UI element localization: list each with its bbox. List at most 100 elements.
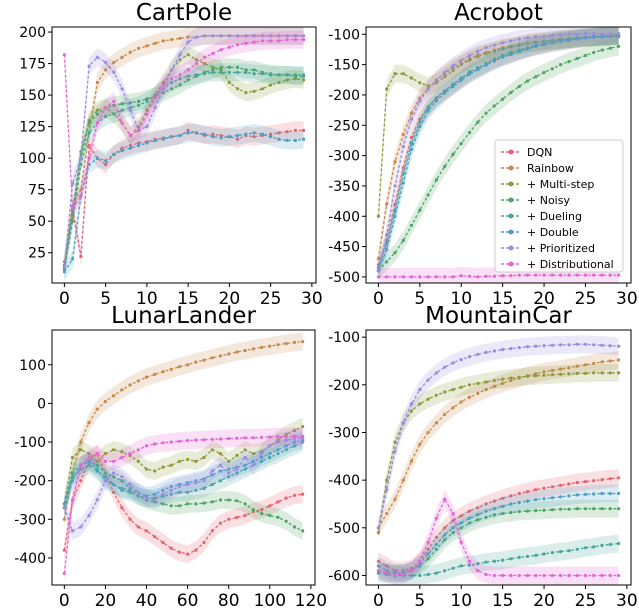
data-point	[292, 493, 297, 497]
data-point	[608, 573, 612, 578]
data-point	[202, 455, 206, 460]
data-point	[592, 573, 596, 578]
data-point	[186, 438, 190, 443]
data-point	[525, 554, 530, 559]
data-point	[244, 91, 248, 95]
data-point	[301, 529, 305, 533]
data-point	[87, 156, 91, 160]
data-point	[559, 367, 563, 371]
data-point	[550, 551, 554, 555]
data-point	[268, 504, 272, 508]
data-point	[617, 32, 621, 36]
data-point	[170, 77, 174, 81]
data-point	[575, 493, 579, 497]
data-point	[426, 540, 430, 544]
data-point	[87, 143, 91, 148]
data-point	[509, 52, 513, 56]
data-point	[459, 385, 463, 389]
data-point	[284, 438, 288, 442]
data-point	[251, 459, 255, 463]
data-point	[128, 488, 132, 492]
data-point	[451, 388, 455, 392]
data-point	[194, 488, 198, 492]
data-point	[169, 440, 173, 444]
data-point	[592, 492, 596, 496]
data-point	[401, 72, 405, 76]
data-point	[87, 64, 91, 68]
data-point	[276, 440, 280, 444]
data-point	[302, 34, 306, 38]
data-point	[385, 232, 389, 237]
y-tick-label: 150	[19, 88, 46, 104]
data-point	[608, 344, 612, 348]
data-point	[292, 444, 297, 448]
x-tick-label: 30	[301, 289, 323, 309]
data-point	[434, 421, 438, 425]
data-point	[169, 463, 173, 467]
data-point	[120, 455, 124, 460]
data-point	[517, 84, 521, 89]
data-point	[467, 53, 472, 58]
legend-entry-dueling: + Dueling	[501, 210, 582, 223]
data-point	[467, 58, 472, 63]
data-point	[161, 87, 165, 91]
data-point	[525, 499, 530, 503]
data-point	[186, 490, 190, 494]
legend-label: + Distributional	[527, 258, 614, 271]
data-point	[211, 34, 215, 38]
data-point	[592, 35, 596, 39]
data-point	[104, 68, 108, 72]
data-point	[567, 38, 571, 42]
data-point	[492, 384, 496, 388]
data-point	[285, 130, 289, 134]
data-point	[145, 99, 149, 103]
y-tick-label: -200	[328, 88, 360, 104]
data-point	[260, 511, 264, 516]
data-point	[559, 372, 563, 376]
data-point	[244, 132, 248, 136]
axes-frame	[365, 329, 632, 586]
data-point	[559, 495, 563, 499]
data-point	[284, 435, 288, 439]
data-point	[243, 467, 247, 471]
data-point	[227, 437, 231, 441]
data-point	[251, 452, 255, 456]
data-point	[484, 515, 488, 519]
data-point	[575, 37, 579, 41]
series-prioritized	[376, 27, 621, 280]
chart-title: MountainCar	[425, 303, 572, 329]
data-point	[451, 275, 455, 279]
data-point	[95, 498, 99, 502]
data-point	[559, 33, 563, 37]
data-point	[484, 572, 488, 577]
data-point	[218, 521, 223, 525]
data-point	[476, 67, 480, 72]
data-point	[385, 569, 389, 573]
series-double	[376, 484, 621, 582]
data-point	[501, 97, 505, 101]
data-point	[235, 436, 239, 440]
data-point	[62, 53, 66, 57]
data-point	[104, 162, 108, 167]
data-point	[459, 521, 463, 525]
data-point	[451, 519, 455, 523]
data-point	[161, 39, 165, 43]
x-tick-label: 0	[59, 591, 70, 611]
data-point	[236, 133, 240, 138]
data-point	[177, 550, 181, 554]
data-point	[385, 511, 389, 516]
data-point	[492, 513, 496, 517]
data-point	[426, 547, 430, 551]
data-point	[70, 471, 75, 475]
confidence-band	[64, 433, 303, 513]
data-point	[583, 480, 588, 484]
data-point	[592, 273, 596, 277]
data-point	[293, 38, 297, 42]
data-point	[418, 117, 422, 121]
data-point	[393, 275, 397, 279]
data-point	[509, 90, 513, 95]
data-point	[583, 363, 588, 367]
data-point	[550, 496, 554, 500]
data-point	[467, 383, 472, 387]
data-point	[277, 80, 281, 85]
